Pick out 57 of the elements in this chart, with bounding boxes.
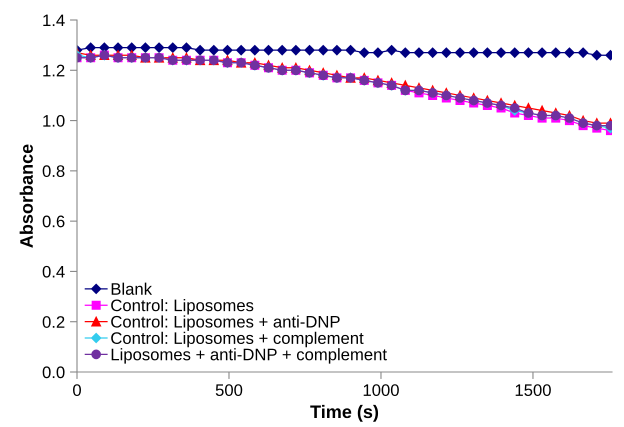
point [592, 50, 602, 60]
point [304, 45, 315, 56]
point [277, 45, 288, 56]
y-tick-label: 1.2 [43, 64, 64, 76]
y-tick-label: 0.0 [42, 366, 65, 378]
point [168, 42, 178, 53]
y-tick-label: 1.0 [43, 114, 65, 127]
point [290, 45, 301, 56]
x-tick-label: 1000 [364, 384, 399, 396]
legend-label: Control: Liposomes [111, 299, 254, 315]
point [263, 45, 274, 56]
point [510, 48, 520, 58]
point [400, 48, 410, 58]
point [222, 45, 233, 56]
point [523, 48, 534, 58]
point [359, 48, 370, 58]
y-tick-label: 0.2 [42, 316, 64, 328]
point [414, 48, 424, 58]
point [578, 48, 588, 58]
point [126, 42, 137, 53]
point [236, 45, 246, 56]
x-axis-title: Time (s) [310, 404, 378, 422]
legend-label: Liposomes + anti-DNP + complement [112, 348, 387, 364]
point [181, 42, 192, 53]
point [154, 42, 164, 53]
point [318, 45, 328, 56]
point [372, 48, 384, 58]
legend-label: Control: Liposomes + complement [111, 332, 364, 348]
y-tick-label: 1.4 [43, 14, 65, 26]
point [86, 42, 96, 53]
x-tick-label: 500 [216, 384, 242, 396]
point [441, 48, 452, 58]
y-tick-label: 0.4 [42, 266, 65, 278]
y-tick-label: 0.8 [42, 165, 64, 178]
point [468, 48, 479, 58]
legend-label: Control: Liposomes + anti-DNP [111, 315, 340, 331]
point [194, 45, 206, 56]
legend-label: Blank [112, 282, 152, 295]
point [454, 48, 466, 58]
point [345, 45, 356, 56]
point [332, 45, 342, 56]
point [250, 45, 260, 56]
point [510, 103, 520, 113]
x-tick-label: 0 [73, 384, 81, 396]
x-tick-label: 1500 [516, 384, 551, 396]
point [428, 48, 438, 58]
point [536, 48, 548, 58]
point [496, 48, 506, 58]
point [482, 48, 492, 58]
point [550, 48, 561, 58]
point [208, 45, 219, 56]
point [140, 42, 151, 53]
point [112, 42, 124, 53]
y-axis-title: Absorbance [20, 144, 33, 248]
point [386, 45, 397, 56]
point [564, 48, 575, 58]
y-tick-label: 0.6 [42, 216, 64, 228]
